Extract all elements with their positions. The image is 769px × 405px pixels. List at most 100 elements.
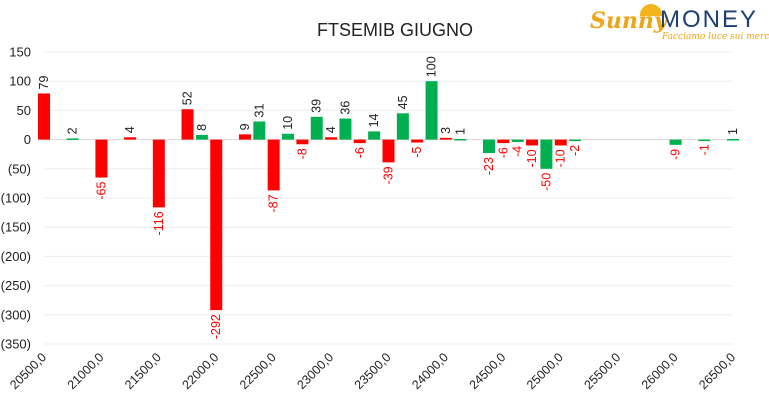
logo-brand-right: MONEY	[660, 6, 759, 33]
bar	[497, 139, 510, 144]
bar	[382, 139, 395, 163]
bar	[569, 139, 582, 142]
data-label: 79	[37, 76, 51, 90]
data-label: -1	[697, 144, 711, 155]
bar	[210, 139, 223, 311]
data-label: -6	[353, 147, 367, 158]
bar	[540, 139, 553, 169]
bar	[238, 134, 251, 140]
sunnymoney-logo: Sunny MONEY Facciamo luce sui mercati	[588, 4, 769, 46]
data-label: -65	[94, 182, 108, 200]
x-tick-label: 24000,0	[409, 350, 451, 392]
bar	[253, 121, 266, 140]
bar	[310, 116, 323, 140]
data-label: 1	[726, 128, 740, 135]
x-tick-label: 26000,0	[639, 350, 681, 392]
bar	[124, 137, 137, 140]
x-tick-label: 23500,0	[352, 350, 394, 392]
bar	[353, 139, 366, 144]
x-tick-label: 26500,0	[696, 350, 738, 392]
logo-tagline: Facciamo luce sui mercati	[662, 32, 769, 42]
y-tick-label: (200)	[1, 249, 31, 264]
y-tick-label: (50)	[8, 161, 31, 176]
bar	[425, 81, 438, 140]
data-label: -39	[382, 166, 396, 184]
bar	[181, 109, 194, 140]
y-tick-label: 50	[17, 103, 31, 118]
bar	[339, 118, 352, 140]
bar	[152, 139, 165, 208]
data-label: -6	[496, 147, 510, 158]
data-label: 31	[252, 104, 266, 118]
chart-title: FTSEMIB GIUGNO	[317, 20, 473, 40]
data-label: 39	[310, 99, 324, 113]
bar	[698, 139, 711, 142]
y-tick-label: 0	[24, 132, 31, 147]
bar	[482, 139, 495, 154]
data-label: -87	[267, 194, 281, 212]
y-axis: 150 100 50 0 (50) (100) (150) (200) (250) (300) (3…	[1, 45, 31, 352]
data-label: 4	[123, 126, 137, 133]
data-label: -50	[539, 173, 553, 191]
y-tick-label: (250)	[1, 278, 31, 293]
data-label: -116	[152, 211, 166, 235]
x-tick-label: 25500,0	[581, 350, 623, 392]
bar	[95, 139, 108, 178]
bar	[195, 134, 208, 140]
data-label: 36	[338, 101, 352, 115]
data-label: -9	[669, 149, 683, 160]
x-tick-label: 22000,0	[180, 350, 222, 392]
data-label: -23	[482, 157, 496, 175]
data-label: 8	[195, 124, 209, 131]
y-tick-label: 150	[9, 45, 31, 60]
bar	[296, 139, 309, 145]
bar	[396, 113, 409, 140]
x-axis: 20500,0 21000,0 21500,0 22000,0 22500,0 23000…	[7, 350, 738, 392]
y-tick-label: (100)	[1, 191, 31, 206]
data-label: 14	[367, 113, 381, 127]
bar	[325, 137, 338, 140]
bar	[282, 133, 295, 140]
data-label: 9	[238, 123, 252, 130]
data-label: -4	[511, 146, 525, 157]
bar	[511, 139, 524, 142]
y-tick-label: (350)	[1, 337, 31, 352]
x-tick-label: 22500,0	[237, 350, 279, 392]
data-label: 1	[453, 128, 467, 135]
bar	[454, 139, 467, 141]
x-tick-label: 23000,0	[294, 350, 336, 392]
data-label: 100	[425, 56, 439, 77]
data-labels: 792-654-116528-292931-8710-839436-614-39…	[37, 56, 740, 339]
logo-brand-left: Sunny	[590, 8, 667, 34]
y-tick-label: (300)	[1, 307, 31, 322]
data-label: -2	[568, 145, 582, 156]
bar	[411, 139, 424, 143]
x-tick-label: 21500,0	[122, 350, 164, 392]
sun-icon	[640, 4, 662, 16]
bar	[669, 139, 682, 145]
y-tick-label: 100	[9, 74, 31, 89]
x-tick-label: 25000,0	[524, 350, 566, 392]
bar	[554, 139, 567, 146]
bars	[38, 81, 739, 311]
y-tick-label: (150)	[1, 220, 31, 235]
bar	[439, 137, 452, 140]
bar	[526, 139, 539, 146]
data-label: 4	[324, 126, 338, 133]
data-label: -292	[209, 314, 223, 339]
grid	[44, 51, 733, 345]
bar	[66, 138, 79, 140]
data-label: -10	[525, 149, 539, 167]
data-label: 10	[281, 116, 295, 130]
bar	[38, 93, 50, 140]
data-label: 3	[439, 127, 453, 134]
data-label: 52	[181, 91, 195, 105]
x-tick-label: 21000,0	[65, 350, 107, 392]
data-label: -10	[554, 149, 568, 167]
data-label: -8	[295, 148, 309, 159]
x-tick-label: 24500,0	[467, 350, 509, 392]
bar	[267, 139, 280, 191]
data-label: 2	[66, 127, 80, 134]
data-label: 45	[396, 95, 410, 109]
